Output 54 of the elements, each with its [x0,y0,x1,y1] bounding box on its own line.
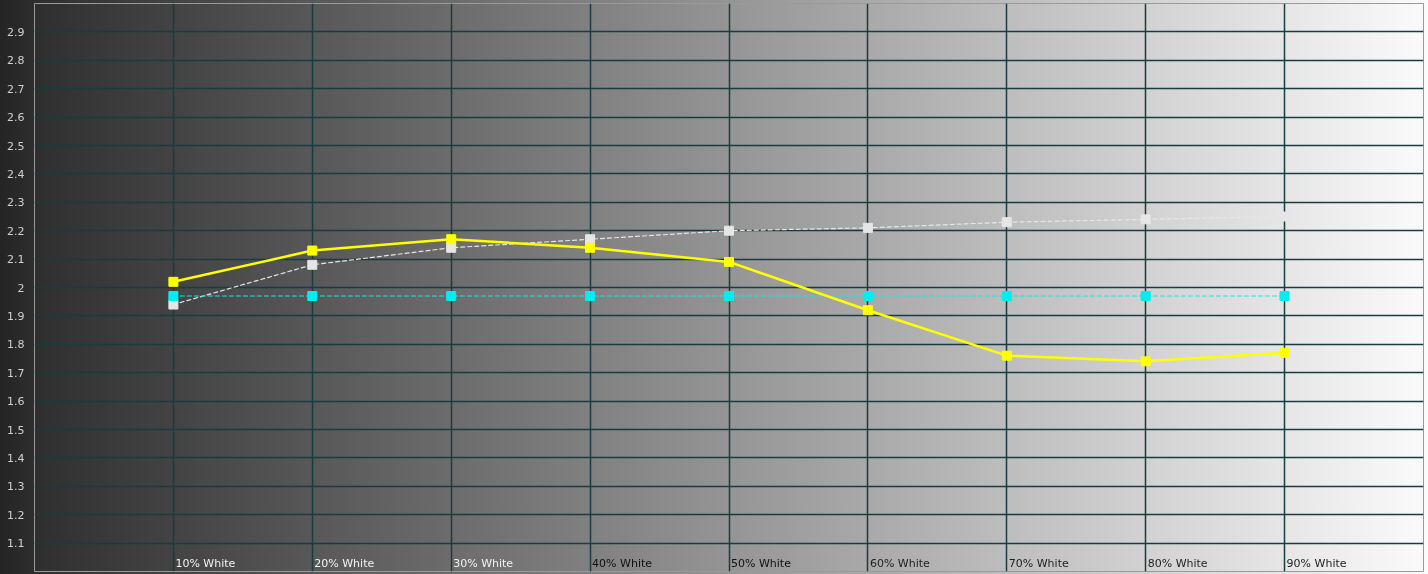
point [1001,291,1012,302]
y-tick-label: 1.4 [7,451,25,465]
point [862,222,873,233]
point [1001,217,1012,228]
x-tick-label: 40% White [592,556,653,570]
point [1140,291,1151,302]
point [1279,291,1290,302]
y-tick-label: 1.2 [7,508,25,522]
y-tick-label: 2.7 [7,82,25,96]
y-tick-label: 2.5 [7,139,25,153]
y-tick-label: 2.3 [7,196,25,210]
point [307,291,318,302]
y-tick-label: 2.4 [7,167,25,181]
y-tick-label: 2.6 [7,111,25,125]
y-tick-label: 2.2 [7,224,25,238]
point [446,242,457,253]
point [585,234,596,245]
y-tick-label: 2.1 [7,253,25,267]
y-tick-label: 1.8 [7,338,25,352]
x-tick-label: 60% White [869,556,931,570]
point [1140,356,1151,367]
point [1001,350,1012,361]
point [585,291,596,302]
point [724,256,734,267]
point [168,276,179,287]
point [307,259,318,270]
point [446,291,457,302]
point [862,291,873,302]
point [862,305,873,316]
point [1279,347,1290,358]
x-tick-label: 30% White [453,556,514,570]
y-tick-label: 2.9 [7,25,25,39]
x-tick-label: 70% White [1008,556,1069,570]
x-tick-label: 50% White [731,556,792,570]
y-tick-label: 2.8 [7,54,25,68]
y-tick-label: 1.7 [7,366,25,380]
y-tick-label: 1.3 [7,480,25,494]
point [168,291,179,302]
y-tick-label: 1.6 [7,395,25,409]
x-tick-label: 20% White [314,556,375,570]
point [168,299,179,310]
point [585,242,596,253]
point [307,245,318,256]
y-tick-label: 1.9 [7,309,25,323]
x-tick-label: 90% White [1286,556,1347,570]
point [1140,214,1151,225]
y-tick-label: 1.1 [7,537,25,551]
y-tick-label: 1.5 [7,423,25,437]
point [446,234,457,245]
x-tick-label: 10% White [175,556,236,570]
point [724,225,734,236]
x-tick-label: 80% White [1147,556,1208,570]
point [724,291,734,302]
y-tick-label: 2 [17,281,25,295]
